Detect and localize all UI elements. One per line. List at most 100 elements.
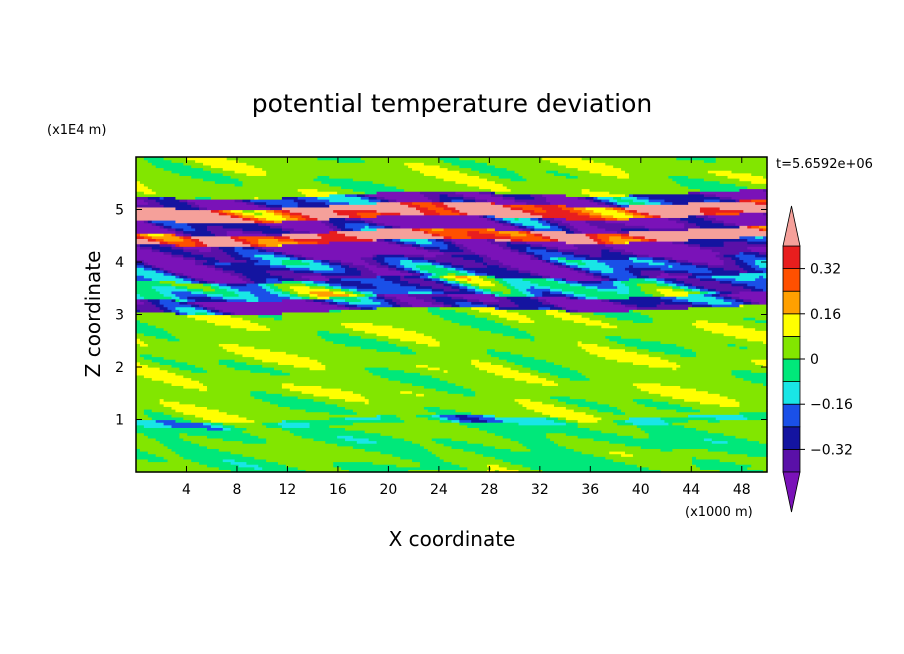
contour-cell bbox=[368, 193, 425, 197]
contour-cell bbox=[136, 188, 153, 192]
contour-cell bbox=[743, 209, 768, 213]
colorbar-segment bbox=[782, 313, 801, 337]
contour-cell bbox=[274, 251, 283, 255]
contour-cell bbox=[628, 230, 768, 234]
contour-cell bbox=[569, 267, 575, 271]
contour-cell bbox=[467, 440, 520, 444]
contour-cell bbox=[195, 241, 204, 245]
contour-cell bbox=[376, 238, 386, 242]
contour-cell bbox=[419, 269, 429, 274]
contour-cell bbox=[136, 411, 145, 415]
contour-cell bbox=[522, 353, 599, 358]
contour-cell bbox=[530, 448, 575, 452]
contour-cell bbox=[262, 220, 275, 224]
contour-cell bbox=[159, 248, 184, 253]
contour-cell bbox=[554, 403, 579, 407]
contour-cell bbox=[281, 204, 299, 208]
contour-cell bbox=[672, 264, 697, 268]
contour-cell bbox=[143, 191, 157, 195]
contour-cell bbox=[214, 280, 248, 284]
contour-cell bbox=[427, 409, 457, 413]
contour-cell bbox=[159, 306, 169, 310]
contour-cell bbox=[325, 401, 366, 405]
contour-cell bbox=[293, 382, 413, 386]
contour-cell bbox=[597, 401, 638, 405]
contour-cell bbox=[723, 241, 748, 245]
contour-cell bbox=[632, 251, 721, 255]
contour-cell bbox=[542, 206, 563, 211]
contour-cell bbox=[636, 283, 658, 287]
contour-cell bbox=[183, 230, 212, 234]
contour-cell bbox=[747, 437, 768, 442]
contour-cell bbox=[719, 419, 768, 423]
contour-cell bbox=[751, 172, 768, 176]
contour-cell bbox=[502, 222, 512, 226]
contour-cell bbox=[175, 409, 220, 413]
contour-cell bbox=[329, 199, 370, 203]
contour-cell bbox=[648, 238, 658, 242]
contour-cell bbox=[155, 453, 180, 457]
contour-cell bbox=[688, 419, 709, 423]
contour-cell bbox=[711, 220, 725, 224]
contour-cell bbox=[187, 432, 251, 436]
contour-cell bbox=[625, 304, 638, 308]
contour-cell bbox=[601, 254, 638, 258]
contour-cell bbox=[360, 256, 374, 260]
contour-cell bbox=[206, 280, 216, 284]
contour-cell bbox=[136, 162, 153, 166]
contour-cell bbox=[293, 288, 330, 292]
contour-cell bbox=[498, 298, 512, 302]
contour-cell bbox=[763, 364, 768, 368]
contour-cell bbox=[628, 269, 642, 274]
contour-cell bbox=[163, 251, 173, 255]
contour-cell bbox=[479, 367, 512, 371]
contour-cell bbox=[396, 464, 421, 468]
contour-cell bbox=[281, 427, 346, 431]
contour-cell bbox=[431, 374, 504, 379]
contour-cell bbox=[652, 317, 744, 321]
contour-cell bbox=[427, 416, 441, 421]
contour-cell bbox=[341, 185, 397, 190]
contour-cell bbox=[534, 204, 559, 208]
contour-cell bbox=[455, 277, 468, 281]
contour-cell bbox=[412, 304, 445, 308]
contour-cell bbox=[317, 196, 362, 200]
contour-cell bbox=[542, 293, 567, 297]
contour-cell bbox=[542, 382, 559, 386]
contour-cell bbox=[163, 398, 263, 402]
contour-cell bbox=[471, 325, 512, 329]
contour-cell bbox=[609, 238, 642, 242]
contour-cell bbox=[266, 248, 275, 253]
contour-cell bbox=[258, 322, 342, 326]
contour-cell bbox=[490, 290, 504, 295]
contour-cell bbox=[494, 233, 512, 237]
contour-cell bbox=[380, 416, 401, 421]
contour-cell bbox=[443, 251, 476, 255]
contour-cell bbox=[668, 422, 673, 426]
contour-cell bbox=[447, 277, 457, 281]
contour-cell bbox=[455, 409, 535, 413]
contour-cell bbox=[743, 267, 756, 271]
contour-cell bbox=[759, 440, 768, 444]
contour-cell bbox=[692, 304, 713, 308]
contour-cell bbox=[597, 201, 606, 205]
contour-cell bbox=[510, 220, 539, 224]
contour-cell bbox=[735, 335, 768, 339]
contour-cell bbox=[510, 448, 531, 452]
contour-cell bbox=[522, 206, 543, 211]
contour-cell bbox=[617, 325, 697, 329]
plot-frame bbox=[135, 156, 768, 473]
colorbar-extend-min bbox=[782, 471, 801, 513]
contour-cell bbox=[648, 390, 709, 394]
contour-cell bbox=[325, 367, 366, 371]
contour-cell bbox=[609, 191, 689, 195]
contour-cell bbox=[419, 267, 449, 271]
contour-cell bbox=[345, 193, 358, 197]
contour-cell bbox=[628, 201, 646, 205]
contour-cell bbox=[250, 432, 295, 436]
contour-cell bbox=[565, 401, 599, 405]
contour-cell bbox=[191, 164, 212, 169]
contour-cell bbox=[195, 311, 208, 316]
contour-cell bbox=[274, 367, 311, 371]
contour-cell bbox=[384, 183, 468, 187]
